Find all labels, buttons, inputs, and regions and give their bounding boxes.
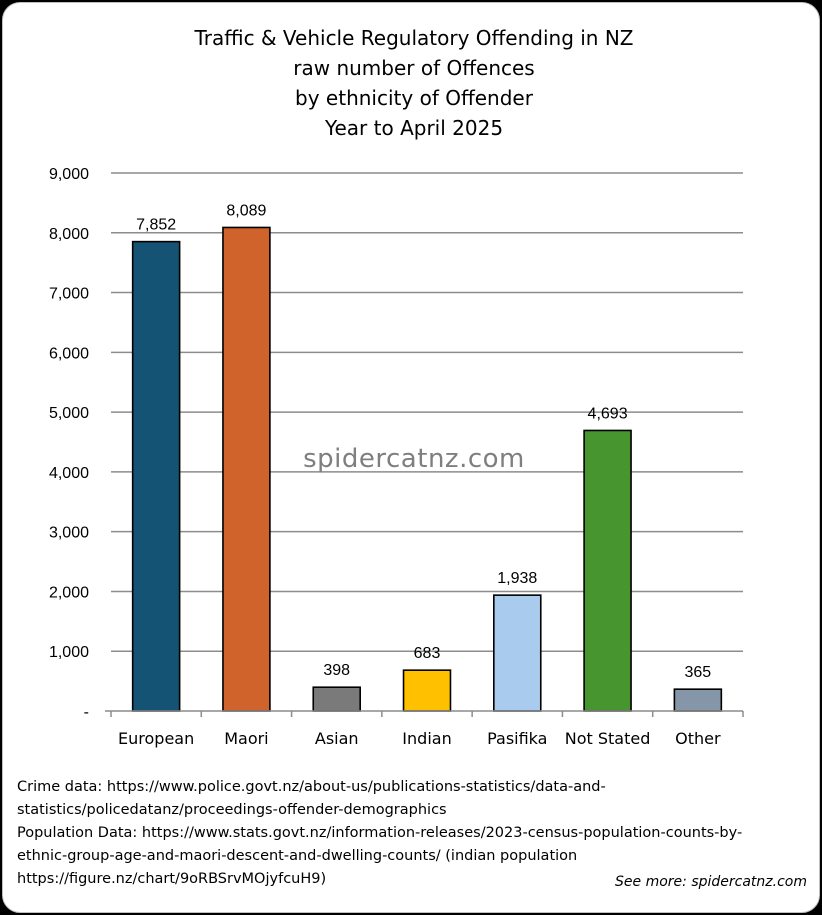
watermark: spidercatnz.com [303, 444, 525, 474]
category-label: Pasifika [487, 729, 547, 748]
category-label: Asian [315, 729, 359, 748]
source-line-5: https://figure.nz/chart/9oRBSrvMOjyfcuH9… [17, 871, 327, 887]
x-axis: European Maori Asian Indian Pasifika Not Stat… [105, 710, 744, 748]
y-tick-label: 9,000 [49, 166, 89, 183]
data-label: 1,938 [497, 570, 537, 587]
data-label: 365 [685, 664, 712, 681]
chart-title: Traffic & Vehicle Regulatory Offending i… [194, 26, 634, 140]
bar-not-stated [583, 429, 632, 712]
source-line-1: Crime data: https://www.police.govt.nz/a… [17, 779, 606, 795]
data-label: 398 [323, 662, 350, 679]
see-more-credit: See more: spidercatnz.com [615, 874, 807, 890]
category-label: Indian [402, 729, 451, 748]
y-tick-label: 7,000 [49, 286, 89, 303]
title-line-2: raw number of Offences [293, 56, 534, 80]
category-label: Maori [224, 729, 268, 748]
source-line-2: statistics/policedatanz/proceedings-offe… [17, 802, 447, 818]
source-line-4: ethnic-group-age-and-maori-descent-and-d… [17, 848, 578, 864]
bars: 7,852 8,089 398 683 1,938 4,693 365 [131, 202, 723, 712]
data-label: 4,693 [588, 405, 628, 422]
bar-pasifika [493, 594, 542, 712]
y-axis: - 1,000 2,000 3,000 4,000 5,000 6,000 7,000 8,00… [49, 166, 89, 721]
gridlines [111, 172, 743, 652]
bar-indian [402, 669, 452, 712]
source-notes: Crime data: https://www.police.govt.nz/a… [17, 776, 807, 891]
bar-chart: Traffic & Vehicle Regulatory Offending i… [49, 26, 744, 748]
category-label: European [118, 729, 194, 748]
title-line-3: by ethnicity of Offender [295, 86, 534, 110]
title-line-4: Year to April 2025 [324, 116, 503, 140]
y-tick-label: 3,000 [49, 525, 89, 542]
category-label: Not Stated [565, 729, 651, 748]
bar-maori [222, 226, 271, 712]
y-tick-label: - [84, 704, 89, 721]
y-tick-label: 6,000 [49, 345, 89, 362]
y-tick-label: 2,000 [49, 584, 89, 601]
bar-asian [312, 686, 361, 712]
category-label: Other [675, 729, 721, 748]
title-line-1: Traffic & Vehicle Regulatory Offending i… [194, 26, 634, 50]
bar-european [131, 240, 181, 712]
y-tick-label: 5,000 [49, 405, 89, 422]
y-tick-label: 8,000 [49, 226, 89, 243]
bar-other [673, 688, 723, 712]
data-label: 683 [414, 645, 441, 662]
y-tick-label: 4,000 [49, 465, 89, 482]
data-label: 7,852 [136, 217, 176, 234]
source-line-3: Population Data: https://www.stats.govt.… [17, 825, 743, 841]
y-tick-label: 1,000 [49, 644, 89, 661]
data-label: 8,089 [226, 202, 266, 219]
